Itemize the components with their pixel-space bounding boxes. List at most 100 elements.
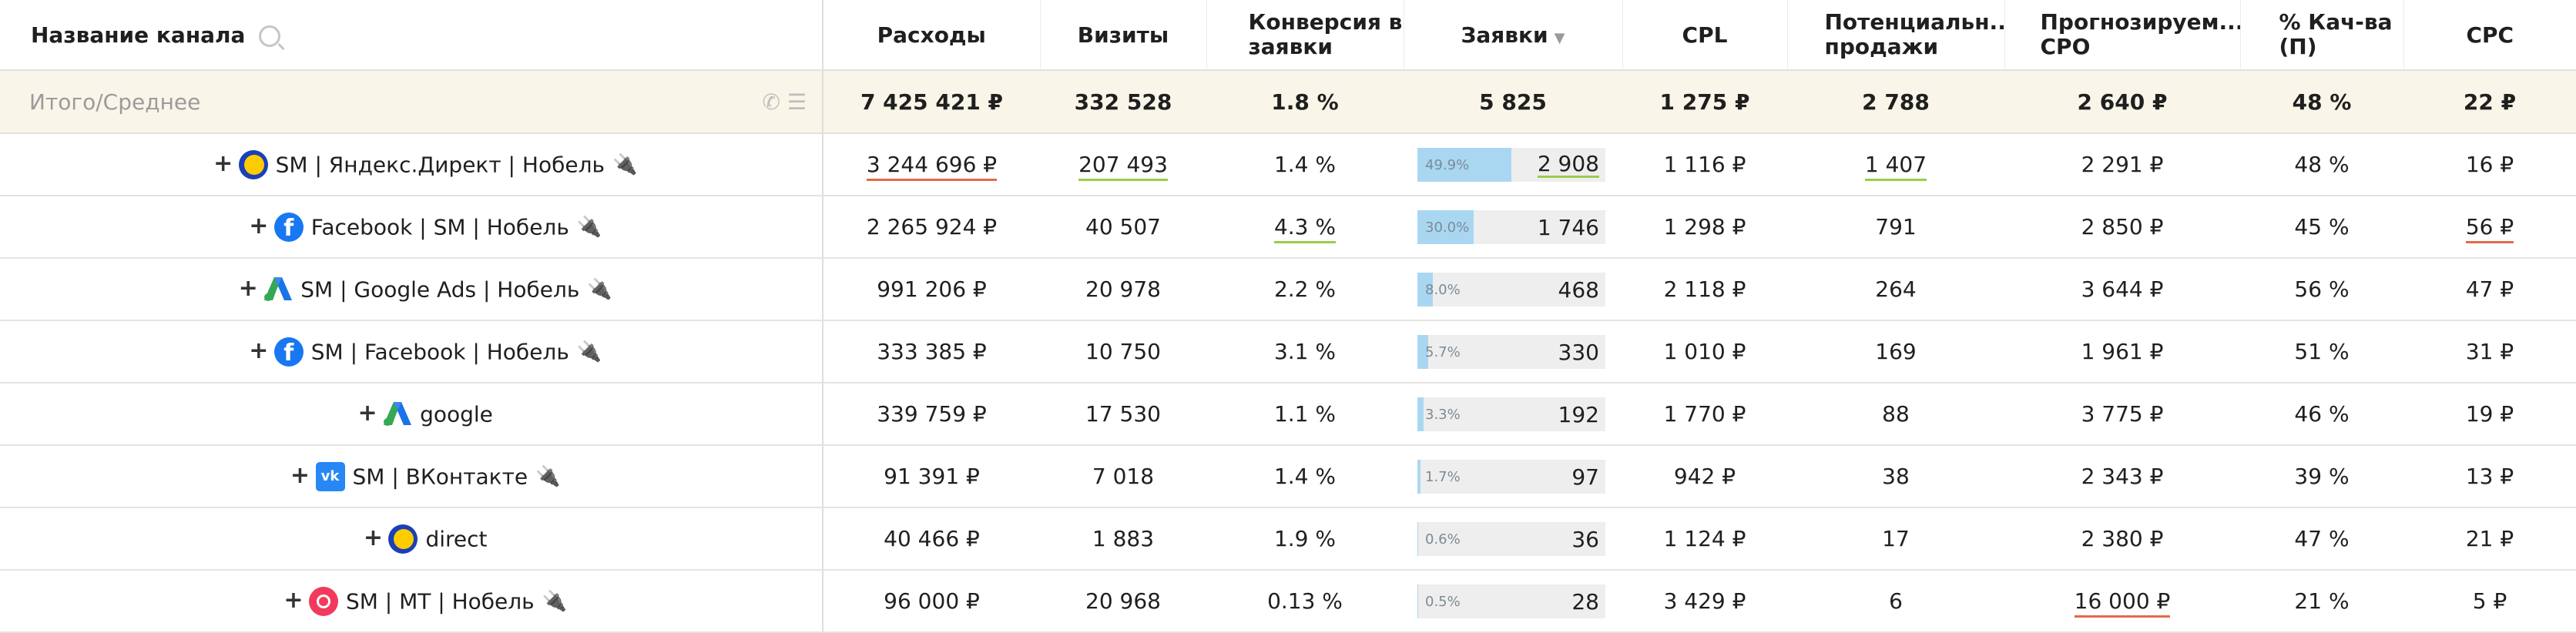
visits-cell: 10 750 xyxy=(1040,320,1206,383)
plug-icon: 🔌 xyxy=(587,277,612,301)
leads-share-pct: 5.7% xyxy=(1425,343,1461,360)
expand-plus-icon[interactable]: + xyxy=(290,461,310,489)
list-icon[interactable]: ☰ xyxy=(787,89,807,115)
visits-cell: 7 018 xyxy=(1040,445,1206,508)
cpl-cell: 1 010 ₽ xyxy=(1622,320,1787,383)
visits-value: 1 883 xyxy=(1092,526,1155,551)
forecast-cpo-value: 3 644 ₽ xyxy=(2081,276,2164,302)
conversion-value: 1.4 % xyxy=(1273,152,1337,177)
col-channel-header[interactable]: Название канала xyxy=(0,0,823,71)
channel-name[interactable]: google xyxy=(420,401,493,427)
sort-desc-icon: ▼ xyxy=(1554,29,1565,46)
cpc-value: 13 ₽ xyxy=(2465,464,2514,489)
table-row[interactable]: + f SM | Facebook | Нобель 🔌 333 385 ₽ 10 7… xyxy=(0,320,2576,383)
forecast-cpo-value: 1 961 ₽ xyxy=(2081,339,2164,364)
leads-value: 468 xyxy=(1558,276,1599,303)
leads-value: 192 xyxy=(1558,401,1599,427)
leads-cell: 1.7% 97 xyxy=(1404,445,1622,508)
leads-share-pct: 3.3% xyxy=(1425,406,1461,423)
channel-name[interactable]: SM | Facebook | Нобель xyxy=(310,339,569,364)
leads-bar-fill xyxy=(1417,521,1419,556)
col-conversion-header[interactable]: Конверсия в заявки xyxy=(1206,0,1404,71)
expenses-cell: 333 385 ₽ xyxy=(822,320,1040,383)
table-row[interactable]: + f Facebook | SM | Нобель 🔌 2 265 924 ₽ 40… xyxy=(0,196,2576,259)
potential-sales-cell: 169 xyxy=(1787,320,2004,383)
quality-cell: 51 % xyxy=(2240,320,2403,383)
table-row[interactable]: + direct 40 466 ₽ 1 883 1.9 % 0.6% 36 1 1… xyxy=(0,507,2576,571)
summary-cpl: 1 275 ₽ xyxy=(1622,70,1787,134)
expand-plus-icon[interactable]: + xyxy=(249,212,269,239)
visits-value: 20 978 xyxy=(1085,276,1161,302)
visits-cell: 40 507 xyxy=(1040,196,1206,259)
cpc-cell: 16 ₽ xyxy=(2403,133,2576,196)
leads-bar: 0.6% 36 xyxy=(1417,521,1605,556)
cpl-value: 1 770 ₽ xyxy=(1663,401,1746,427)
expenses-cell: 91 391 ₽ xyxy=(822,445,1040,508)
channel-name[interactable]: SM | MT | Нобель xyxy=(345,588,535,614)
leads-value: 36 xyxy=(1571,526,1599,552)
forecast-cpo-value: 2 343 ₽ xyxy=(2081,464,2164,489)
leads-share-pct: 30.0% xyxy=(1425,219,1470,236)
quality-cell: 39 % xyxy=(2240,445,2403,508)
leads-cell: 49.9% 2 908 xyxy=(1404,133,1622,196)
cpl-cell: 1 298 ₽ xyxy=(1622,196,1787,259)
leads-bar-fill xyxy=(1417,272,1433,306)
expand-plus-icon[interactable]: + xyxy=(213,149,233,177)
conversion-value: 3.1 % xyxy=(1273,339,1337,364)
cpl-cell: 1 770 ₽ xyxy=(1622,383,1787,446)
col-quality-header[interactable]: % Кач-ва (П) xyxy=(2239,0,2403,71)
table-row[interactable]: + SM | Google Ads | Нобель 🔌 991 206 ₽ 20 … xyxy=(0,258,2576,321)
channel-name[interactable]: SM | Яндекс.Директ | Нобель xyxy=(275,152,605,177)
col-leads-header[interactable]: Заявки ▼ xyxy=(1403,0,1622,71)
leads-bar-fill xyxy=(1417,459,1421,494)
col-channel-label: Название канала xyxy=(31,22,246,48)
forecast-cpo-cell: 3 775 ₽ xyxy=(2004,383,2240,446)
conversion-cell: 4.3 % xyxy=(1206,196,1404,259)
channel-name[interactable]: direct xyxy=(425,526,488,551)
expand-plus-icon[interactable]: + xyxy=(357,399,377,427)
expand-plus-icon[interactable]: + xyxy=(363,524,384,551)
forecast-cpo-cell: 16 000 ₽ xyxy=(2004,570,2240,633)
quality-value: 56 % xyxy=(2294,276,2350,302)
col-forecast-cpo-header[interactable]: Прогнозируем... CPO xyxy=(2004,0,2240,71)
leads-value: 1 746 xyxy=(1537,214,1599,240)
col-expenses-header[interactable]: Расходы xyxy=(822,0,1040,71)
expand-plus-icon[interactable]: + xyxy=(283,586,304,614)
forecast-cpo-cell: 2 343 ₽ xyxy=(2004,445,2240,508)
col-cpc-header[interactable]: CPC xyxy=(2403,0,2576,71)
expand-plus-icon[interactable]: + xyxy=(238,274,258,302)
channel-name[interactable]: Facebook | SM | Нобель xyxy=(310,214,569,239)
expenses-value: 339 759 ₽ xyxy=(877,401,987,427)
col-potential-sales-header[interactable]: Потенциальн... продажи xyxy=(1786,0,2004,71)
conversion-value: 1.4 % xyxy=(1273,464,1337,489)
cpl-cell: 1 124 ₽ xyxy=(1622,507,1787,571)
channel-name[interactable]: SM | Google Ads | Нобель xyxy=(300,276,580,302)
channel-name[interactable]: SM | ВКонтакте xyxy=(352,464,528,489)
leads-share-pct: 1.7% xyxy=(1425,468,1461,485)
cpl-value: 3 429 ₽ xyxy=(1663,588,1746,614)
cpl-cell: 3 429 ₽ xyxy=(1622,570,1787,633)
search-icon[interactable] xyxy=(259,25,281,47)
table-row[interactable]: + SM | Яндекс.Директ | Нобель 🔌 3 244 696 … xyxy=(0,133,2576,196)
summary-icons: ✆ ☰ xyxy=(763,89,807,115)
forecast-cpo-value: 2 850 ₽ xyxy=(2081,214,2164,239)
phone-icon[interactable]: ✆ xyxy=(762,89,780,115)
cpc-value: 31 ₽ xyxy=(2465,339,2514,364)
expenses-value: 2 265 924 ₽ xyxy=(866,214,998,239)
cpc-value: 21 ₽ xyxy=(2465,526,2514,551)
potential-sales-cell: 88 xyxy=(1787,383,2004,446)
forecast-cpo-cell: 2 380 ₽ xyxy=(2004,507,2240,571)
col-cpl-header[interactable]: CPL xyxy=(1622,0,1787,71)
expand-plus-icon[interactable]: + xyxy=(249,337,269,364)
col-visits-header[interactable]: Визиты xyxy=(1039,0,1206,71)
table-row[interactable]: + SM | MT | Нобель 🔌 96 000 ₽ 20 968 0.13 … xyxy=(0,570,2576,633)
table-row[interactable]: + google 339 759 ₽ 17 530 1.1 % 3.3% 192 … xyxy=(0,383,2576,446)
cpc-value: 5 ₽ xyxy=(2472,588,2507,614)
facebook-icon: f xyxy=(273,337,304,367)
table-row[interactable]: + vk SM | ВКонтакте 🔌 91 391 ₽ 7 018 1.4 % … xyxy=(0,445,2576,508)
google-ads-icon xyxy=(263,275,293,304)
potential-sales-value: 264 xyxy=(1875,276,1917,302)
conversion-cell: 3.1 % xyxy=(1206,320,1404,383)
quality-value: 21 % xyxy=(2294,588,2350,614)
leads-cell: 30.0% 1 746 xyxy=(1404,196,1622,259)
